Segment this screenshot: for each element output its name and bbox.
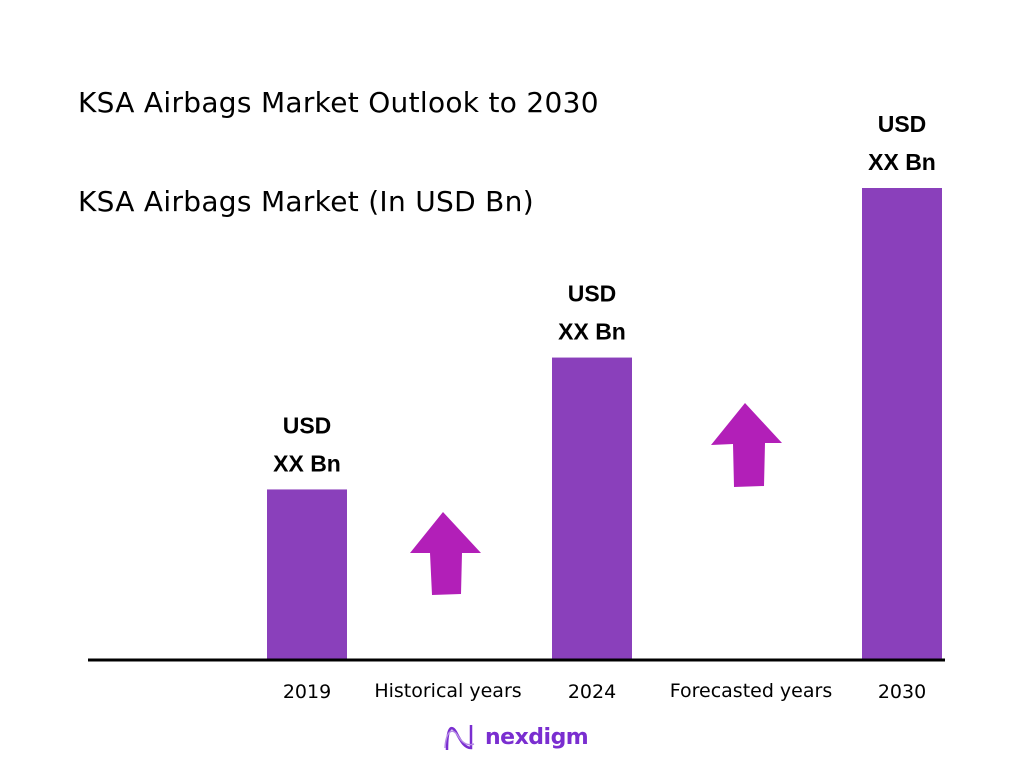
nexdigm-logo: nexdigm <box>443 722 589 752</box>
bar-2019 <box>267 489 347 659</box>
x-tick-label-2019: 2019 <box>283 681 331 703</box>
data-label-value-2019: XX Bn <box>273 450 341 476</box>
chart-title: KSA Airbags Market Outlook to 2030 <box>78 86 599 119</box>
period-label-forecast: Forecasted years <box>670 680 832 702</box>
bar-2030 <box>862 188 942 659</box>
data-label-value-2024: XX Bn <box>558 319 626 345</box>
period-label-historical: Historical years <box>374 680 521 702</box>
data-label-currency-2030: USD <box>878 111 927 137</box>
chart-subtitle: KSA Airbags Market (In USD Bn) <box>78 185 534 218</box>
data-label-value-2030: XX Bn <box>868 149 936 175</box>
brand-name: nexdigm <box>485 724 589 750</box>
data-label-currency-2019: USD <box>283 412 332 438</box>
x-tick-label-2030: 2030 <box>878 681 926 703</box>
x-tick-label-2024: 2024 <box>568 681 616 703</box>
nexdigm-wave-icon <box>444 725 475 751</box>
growth-arrow-historical-icon <box>410 512 481 595</box>
growth-arrow-forecast-icon <box>711 403 782 487</box>
data-label-currency-2024: USD <box>568 281 617 307</box>
bar-2024 <box>552 357 632 659</box>
